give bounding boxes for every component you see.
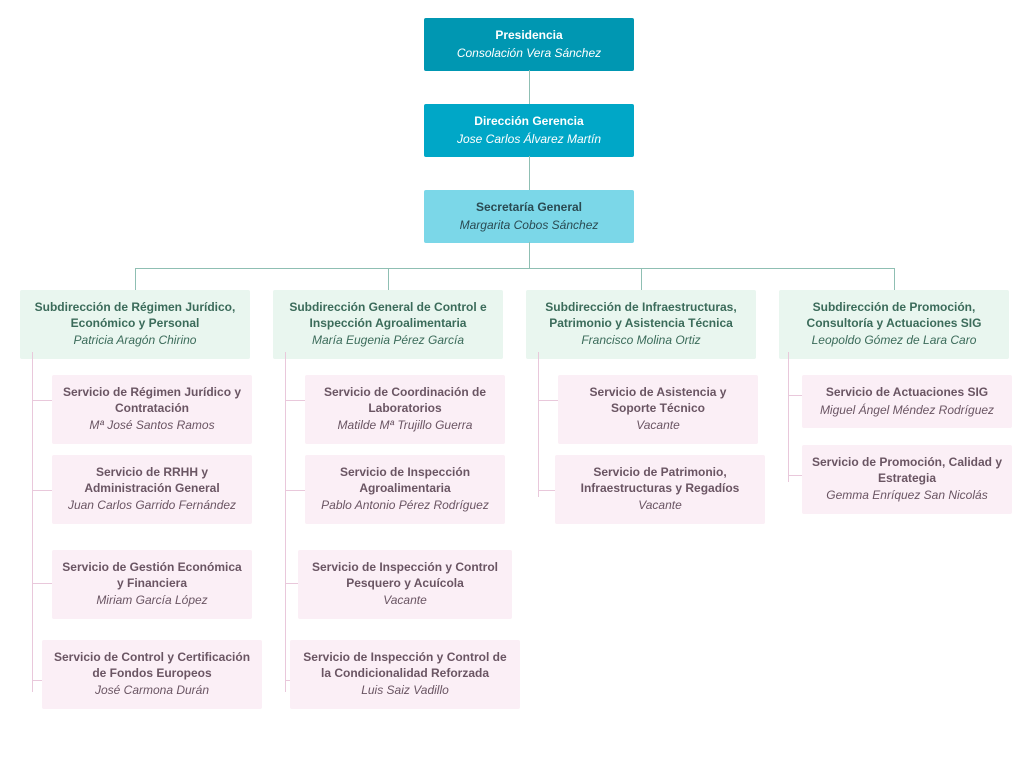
serv-0-2: Servicio de Gestión Económica y Financie… — [52, 550, 252, 619]
serv-person: Vacante — [563, 498, 757, 514]
connector — [529, 242, 530, 268]
serv-1-2: Servicio de Inspección y Control Pesquer… — [298, 550, 512, 619]
secretaria-person: Margarita Cobos Sánchez — [432, 218, 626, 234]
serv-connector — [285, 352, 286, 692]
serv-person: Miguel Ángel Méndez Rodríguez — [810, 403, 1004, 419]
serv-connector — [788, 475, 802, 476]
sub-person: María Eugenia Pérez García — [281, 333, 495, 349]
sub-person: Patricia Aragón Chirino — [28, 333, 242, 349]
sub-0: Subdirección de Régimen Jurídico, Económ… — [20, 290, 250, 359]
serv-connector — [32, 400, 52, 401]
connector — [135, 268, 895, 269]
serv-connector — [32, 352, 33, 692]
serv-title: Servicio de Régimen Jurídico y Contratac… — [60, 385, 244, 416]
serv-2-1: Servicio de Patrimonio, Infraestructuras… — [555, 455, 765, 524]
serv-connector — [285, 490, 305, 491]
serv-0-3: Servicio de Control y Certificación de F… — [42, 640, 262, 709]
connector — [529, 70, 530, 104]
serv-connector — [32, 583, 52, 584]
serv-3-1: Servicio de Promoción, Calidad y Estrate… — [802, 445, 1012, 514]
serv-person: Gemma Enríquez San Nicolás — [810, 488, 1004, 504]
sub-title: Subdirección General de Control e Inspec… — [281, 300, 495, 331]
connector — [388, 268, 389, 290]
sub-person: Leopoldo Gómez de Lara Caro — [787, 333, 1001, 349]
connector — [529, 156, 530, 190]
serv-1-1: Servicio de Inspección Agroalimentaria P… — [305, 455, 505, 524]
node-presidencia: Presidencia Consolación Vera Sánchez — [424, 18, 634, 71]
serv-connector — [285, 400, 305, 401]
node-secretaria: Secretaría General Margarita Cobos Sánch… — [424, 190, 634, 243]
serv-person: José Carmona Durán — [50, 683, 254, 699]
serv-0-0: Servicio de Régimen Jurídico y Contratac… — [52, 375, 252, 444]
gerencia-person: Jose Carlos Álvarez Martín — [432, 132, 626, 148]
serv-person: Vacante — [306, 593, 504, 609]
serv-person: Juan Carlos Garrido Fernández — [60, 498, 244, 514]
connector — [135, 268, 136, 290]
sub-title: Subdirección de Infraestructuras, Patrim… — [534, 300, 748, 331]
serv-person: Luis Saiz Vadillo — [298, 683, 512, 699]
serv-2-0: Servicio de Asistencia y Soporte Técnico… — [558, 375, 758, 444]
serv-person: Matilde Mª Trujillo Guerra — [313, 418, 497, 434]
serv-0-1: Servicio de RRHH y Administración Genera… — [52, 455, 252, 524]
sub-title: Subdirección de Promoción, Consultoría y… — [787, 300, 1001, 331]
sub-2: Subdirección de Infraestructuras, Patrim… — [526, 290, 756, 359]
serv-connector — [788, 395, 802, 396]
presidencia-title: Presidencia — [432, 28, 626, 44]
serv-connector — [538, 352, 539, 497]
serv-title: Servicio de Coordinación de Laboratorios — [313, 385, 497, 416]
connector — [894, 268, 895, 290]
serv-title: Servicio de Inspección y Control Pesquer… — [306, 560, 504, 591]
serv-title: Servicio de Gestión Económica y Financie… — [60, 560, 244, 591]
serv-3-0: Servicio de Actuaciones SIG Miguel Ángel… — [802, 375, 1012, 428]
gerencia-title: Dirección Gerencia — [432, 114, 626, 130]
presidencia-person: Consolación Vera Sánchez — [432, 46, 626, 62]
serv-person: Pablo Antonio Pérez Rodríguez — [313, 498, 497, 514]
serv-connector — [32, 490, 52, 491]
serv-person: Vacante — [566, 418, 750, 434]
serv-title: Servicio de Inspección y Control de la C… — [298, 650, 512, 681]
serv-1-0: Servicio de Coordinación de Laboratorios… — [305, 375, 505, 444]
serv-title: Servicio de Patrimonio, Infraestructuras… — [563, 465, 757, 496]
serv-person: Mª José Santos Ramos — [60, 418, 244, 434]
serv-person: Miriam García López — [60, 593, 244, 609]
sub-3: Subdirección de Promoción, Consultoría y… — [779, 290, 1009, 359]
connector — [641, 268, 642, 290]
serv-title: Servicio de Actuaciones SIG — [810, 385, 1004, 401]
sub-person: Francisco Molina Ortiz — [534, 333, 748, 349]
serv-1-3: Servicio de Inspección y Control de la C… — [290, 640, 520, 709]
node-gerencia: Dirección Gerencia Jose Carlos Álvarez M… — [424, 104, 634, 157]
secretaria-title: Secretaría General — [432, 200, 626, 216]
serv-title: Servicio de Promoción, Calidad y Estrate… — [810, 455, 1004, 486]
serv-title: Servicio de Inspección Agroalimentaria — [313, 465, 497, 496]
serv-title: Servicio de RRHH y Administración Genera… — [60, 465, 244, 496]
serv-connector — [538, 400, 558, 401]
sub-title: Subdirección de Régimen Jurídico, Económ… — [28, 300, 242, 331]
serv-title: Servicio de Control y Certificación de F… — [50, 650, 254, 681]
serv-title: Servicio de Asistencia y Soporte Técnico — [566, 385, 750, 416]
serv-connector — [788, 352, 789, 482]
sub-1: Subdirección General de Control e Inspec… — [273, 290, 503, 359]
